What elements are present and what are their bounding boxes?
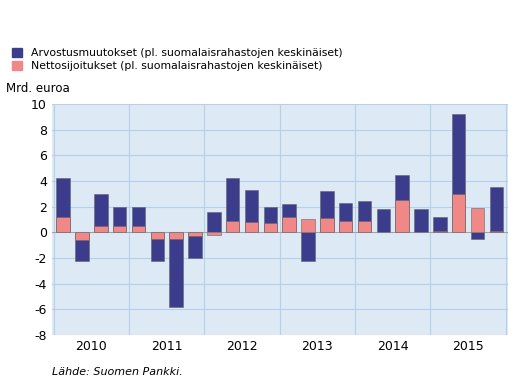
Bar [471, 232, 484, 239]
Bar [75, 232, 89, 240]
Bar [452, 114, 466, 232]
Bar [151, 232, 164, 239]
Bar [207, 212, 221, 232]
Bar [132, 226, 145, 232]
Bar [169, 232, 183, 307]
Bar [188, 232, 202, 236]
Bar [395, 200, 409, 232]
Bar [471, 208, 484, 232]
Bar [282, 217, 296, 232]
Bar [188, 232, 202, 258]
Bar [395, 174, 409, 232]
Bar [264, 223, 277, 232]
Bar [226, 221, 239, 232]
Bar [264, 207, 277, 232]
Bar [358, 201, 371, 232]
Bar [301, 232, 315, 261]
Text: Mrd. euroa: Mrd. euroa [6, 82, 70, 95]
Bar [113, 226, 126, 232]
Bar [244, 190, 258, 232]
Bar [207, 232, 221, 235]
Bar [151, 232, 164, 261]
Bar [244, 222, 258, 232]
Bar [339, 203, 352, 232]
Bar [56, 178, 70, 232]
Bar [226, 178, 239, 232]
Bar [132, 207, 145, 232]
Bar [113, 207, 126, 232]
Bar [433, 231, 447, 232]
Bar [490, 231, 503, 232]
Bar [75, 232, 89, 261]
Bar [320, 191, 334, 232]
Bar [94, 226, 108, 232]
Bar [377, 209, 390, 232]
Bar [56, 217, 70, 232]
Bar [282, 204, 296, 232]
Bar [490, 187, 503, 232]
Bar [414, 209, 428, 232]
Bar [94, 194, 108, 232]
Bar [452, 194, 466, 232]
Bar [339, 221, 352, 232]
Bar [433, 217, 447, 232]
Legend: Arvostusmuutokset (pl. suomalaisrahastojen keskinäiset), Nettosijoitukset (pl. s: Arvostusmuutokset (pl. suomalaisrahastoj… [11, 48, 343, 71]
Bar [301, 219, 315, 232]
Bar [358, 221, 371, 232]
Text: Lähde: Suomen Pankki.: Lähde: Suomen Pankki. [52, 367, 182, 377]
Bar [320, 218, 334, 232]
Bar [169, 232, 183, 239]
